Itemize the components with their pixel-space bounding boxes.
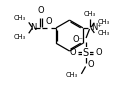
Text: O: O [46, 17, 52, 26]
Text: O: O [96, 48, 102, 57]
Text: O: O [87, 60, 94, 69]
Text: O: O [38, 6, 44, 15]
Text: O⁻: O⁻ [72, 35, 83, 44]
Text: O: O [69, 48, 76, 57]
Text: CH₃: CH₃ [84, 11, 96, 17]
Text: N: N [30, 23, 36, 32]
Text: CH₃: CH₃ [97, 30, 110, 36]
Text: S: S [83, 48, 89, 58]
Text: N⁺: N⁺ [91, 23, 102, 32]
Text: CH₃: CH₃ [13, 34, 25, 40]
Text: CH₃: CH₃ [97, 19, 110, 25]
Text: CH₃: CH₃ [13, 15, 25, 21]
Text: CH₃: CH₃ [66, 72, 78, 78]
